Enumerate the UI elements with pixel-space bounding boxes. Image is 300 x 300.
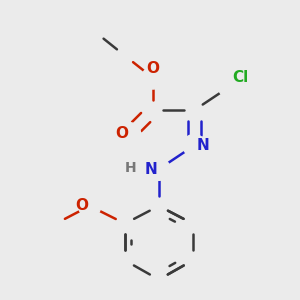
Text: N: N [197, 138, 210, 153]
Text: H: H [125, 161, 137, 175]
Text: O: O [75, 198, 88, 213]
Circle shape [118, 123, 141, 145]
Circle shape [79, 195, 101, 217]
Circle shape [218, 76, 241, 98]
Circle shape [148, 158, 170, 180]
Text: Cl: Cl [232, 70, 249, 85]
Text: O: O [146, 61, 159, 76]
Text: N: N [145, 162, 158, 177]
Text: O: O [115, 126, 128, 141]
Circle shape [183, 134, 206, 157]
Circle shape [142, 67, 164, 89]
